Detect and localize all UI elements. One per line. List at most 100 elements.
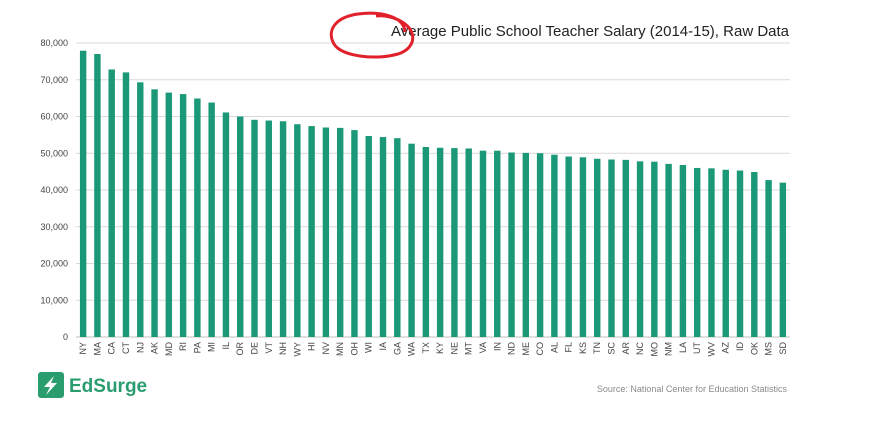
x-tick-label: LA bbox=[678, 342, 688, 353]
x-tick-label: TN bbox=[592, 342, 602, 354]
x-tick-label: SC bbox=[607, 342, 617, 355]
x-tick-label: NJ bbox=[135, 342, 145, 353]
x-tick-label: CT bbox=[121, 342, 131, 354]
edsurge-logo: EdSurge bbox=[38, 372, 147, 398]
bars bbox=[79, 50, 787, 338]
x-tick-label: ID bbox=[735, 341, 745, 351]
x-tick-label: WV bbox=[706, 342, 716, 357]
bar-ar bbox=[622, 159, 629, 337]
y-tick-label: 10,000 bbox=[40, 295, 68, 305]
bar-de bbox=[251, 119, 258, 338]
x-tick-label: AZ bbox=[721, 342, 731, 354]
bar-ga bbox=[394, 138, 401, 337]
x-axis-ticks: NY MA CA CT NJ AK MD RI PA MI IL OR DE VT NH WY HI NV MN OH… bbox=[78, 341, 788, 356]
x-tick-label: IL bbox=[221, 342, 231, 350]
y-tick-label: 40,000 bbox=[40, 185, 68, 195]
x-tick-label: AR bbox=[621, 342, 631, 355]
x-tick-label: MI bbox=[207, 342, 217, 352]
bar-nm bbox=[665, 163, 672, 337]
bar-nc bbox=[636, 161, 644, 337]
x-tick-label: WA bbox=[407, 342, 417, 356]
x-tick-label: KS bbox=[578, 342, 588, 354]
x-tick-label: ND bbox=[507, 342, 517, 355]
bar-al bbox=[551, 154, 558, 337]
bar-in bbox=[494, 150, 501, 337]
x-tick-label: MD bbox=[164, 342, 174, 356]
bar-nv bbox=[322, 127, 330, 338]
y-tick-label: 70,000 bbox=[40, 75, 68, 85]
logo-text: EdSurge bbox=[69, 376, 147, 397]
bar-ct bbox=[122, 72, 130, 338]
x-tick-label: OH bbox=[349, 342, 359, 356]
x-tick-label: WI bbox=[364, 342, 374, 353]
bar-tx bbox=[422, 147, 430, 337]
x-tick-label: OR bbox=[235, 341, 245, 355]
bar-co bbox=[536, 153, 544, 337]
bar-tn bbox=[594, 158, 601, 337]
y-tick-label: 20,000 bbox=[40, 259, 68, 269]
bar-ne bbox=[451, 148, 458, 337]
bar-ms bbox=[765, 180, 772, 337]
bar-md bbox=[165, 92, 173, 337]
x-tick-label: ME bbox=[521, 342, 531, 356]
x-tick-label: AL bbox=[549, 342, 559, 353]
bar-me bbox=[522, 152, 530, 337]
x-tick-label: DE bbox=[250, 342, 260, 355]
x-tick-label: VA bbox=[478, 342, 488, 353]
x-tick-label: WY bbox=[292, 342, 302, 357]
bar-wy bbox=[294, 124, 301, 337]
bar-ky bbox=[436, 147, 444, 337]
x-tick-label: GA bbox=[392, 342, 402, 355]
bar-id bbox=[736, 170, 744, 337]
bar-nh bbox=[279, 121, 287, 337]
x-tick-label: OK bbox=[749, 342, 759, 355]
x-tick-label: MT bbox=[464, 342, 474, 355]
bar-pa bbox=[194, 98, 201, 338]
bar-mt bbox=[465, 148, 472, 337]
y-tick-label: 50,000 bbox=[40, 148, 68, 158]
x-tick-label: UT bbox=[692, 342, 702, 354]
bar-il bbox=[222, 112, 230, 338]
bar-ca bbox=[108, 69, 115, 338]
bar-wi bbox=[365, 135, 372, 337]
y-axis-ticks: 0 10,000 20,000 30,000 40,000 50,000 60,000 70,… bbox=[40, 38, 68, 342]
x-tick-label: FL bbox=[564, 342, 574, 353]
x-tick-label: MA bbox=[92, 342, 102, 356]
x-tick-label: MS bbox=[764, 342, 774, 356]
x-tick-label: CA bbox=[107, 342, 117, 355]
x-tick-label: MO bbox=[649, 342, 659, 357]
x-tick-label: IA bbox=[378, 342, 388, 351]
x-tick-label: HI bbox=[307, 342, 317, 351]
x-tick-label: NH bbox=[278, 342, 288, 355]
bar-oh bbox=[351, 130, 358, 337]
bar-mi bbox=[208, 102, 215, 337]
annotation-circle bbox=[329, 11, 415, 59]
bar-sc bbox=[608, 159, 615, 337]
x-tick-label: NE bbox=[449, 342, 459, 355]
x-tick-label: NM bbox=[664, 342, 674, 356]
x-tick-label: TX bbox=[421, 342, 431, 354]
bar-ut bbox=[693, 167, 701, 337]
y-tick-label: 0 bbox=[63, 332, 68, 342]
x-tick-label: SD bbox=[778, 342, 788, 355]
bar-la bbox=[679, 165, 687, 337]
x-tick-label: MN bbox=[335, 342, 345, 356]
bar-ok bbox=[751, 171, 758, 337]
bar-fl bbox=[565, 156, 572, 337]
bar-az bbox=[722, 169, 729, 337]
x-tick-label: PA bbox=[192, 342, 202, 353]
bar-vt bbox=[265, 120, 272, 337]
x-tick-label: NV bbox=[321, 342, 331, 355]
bar-nd bbox=[508, 152, 515, 337]
x-tick-label: RI bbox=[178, 342, 188, 351]
source-note: Source: National Center for Education St… bbox=[597, 384, 788, 394]
y-tick-label: 30,000 bbox=[40, 222, 68, 232]
y-tick-label: 60,000 bbox=[40, 112, 68, 122]
bar-ia bbox=[379, 137, 387, 337]
bar-va bbox=[479, 150, 487, 337]
lightning-bolt-glyph bbox=[44, 376, 57, 395]
bar-ak bbox=[151, 89, 158, 338]
chart-title: Average Public School Teacher Salary (20… bbox=[391, 23, 790, 40]
x-tick-label: NC bbox=[635, 342, 645, 355]
y-tick-label: 80,000 bbox=[40, 38, 68, 48]
